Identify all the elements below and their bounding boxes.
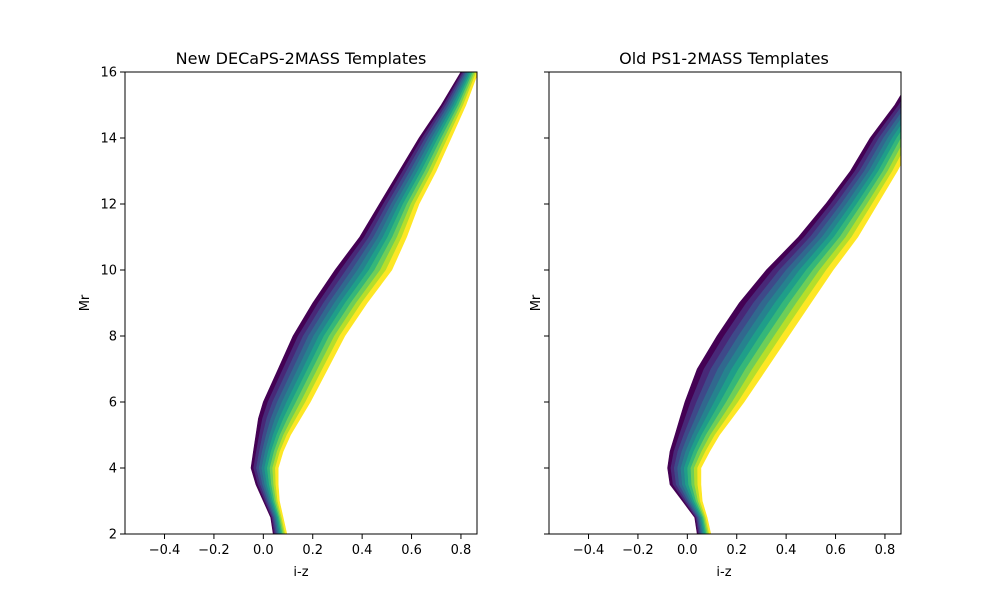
x-tick-label: 0.2 [726, 543, 747, 558]
x-tick-label: 0.4 [352, 543, 373, 558]
x-tick-label: −0.4 [573, 543, 605, 558]
left-x-ticks: −0.4 −0.2 0.0 0.2 0.4 0.6 0.8 [149, 534, 472, 558]
right-plot-area [667, 94, 901, 534]
right-y-axis-label: Mr [529, 294, 544, 311]
y-tick-label: 10 [100, 264, 117, 279]
y-tick-label: 6 [109, 396, 117, 411]
left-plot-area [250, 72, 477, 534]
x-tick-label: 0.0 [253, 543, 274, 558]
left-x-axis-label: i-z [293, 565, 308, 580]
y-tick-label: 12 [100, 198, 117, 213]
x-tick-label: 0.0 [677, 543, 698, 558]
left-panel: New DECaPS-2MASS Templates −0.4 −0.2 0.0 0.… [78, 49, 478, 580]
right-axes-frame [548, 71, 902, 535]
x-tick-label: −0.2 [198, 543, 230, 558]
x-tick-label: −0.4 [149, 543, 181, 558]
x-tick-label: 0.4 [776, 543, 797, 558]
template-band-strip [687, 131, 901, 534]
right-chart-title: Old PS1-2MASS Templates [619, 49, 829, 68]
x-tick-label: 0.2 [302, 543, 323, 558]
template-band-strip [690, 137, 901, 534]
left-y-axis-label: Mr [78, 294, 93, 311]
x-tick-label: 0.6 [825, 543, 846, 558]
left-chart-title: New DECaPS-2MASS Templates [176, 49, 427, 68]
template-band-strip [272, 72, 477, 534]
x-tick-label: −0.2 [622, 543, 654, 558]
x-tick-label: 0.8 [451, 543, 472, 558]
y-tick-label: 2 [109, 528, 117, 543]
template-band-strip [697, 154, 901, 534]
y-tick-label: 8 [109, 330, 117, 345]
right-x-ticks: −0.4 −0.2 0.0 0.2 0.4 0.6 0.8 [573, 534, 896, 558]
y-tick-label: 16 [100, 66, 117, 81]
x-tick-label: 0.6 [401, 543, 422, 558]
y-tick-label: 14 [100, 132, 117, 147]
x-tick-label: 0.8 [875, 543, 896, 558]
y-tick-label: 4 [109, 462, 117, 477]
left-y-ticks: 2 4 6 8 10 12 14 16 [100, 66, 125, 543]
template-band-strip [693, 146, 901, 534]
right-x-axis-label: i-z [716, 565, 731, 580]
right-y-ticks [544, 71, 549, 535]
template-band-strip [275, 72, 477, 534]
left-axes-frame [124, 71, 478, 535]
right-panel: Old PS1-2MASS Templates −0.4 −0.2 0.0 0.2 0.… [529, 49, 902, 580]
